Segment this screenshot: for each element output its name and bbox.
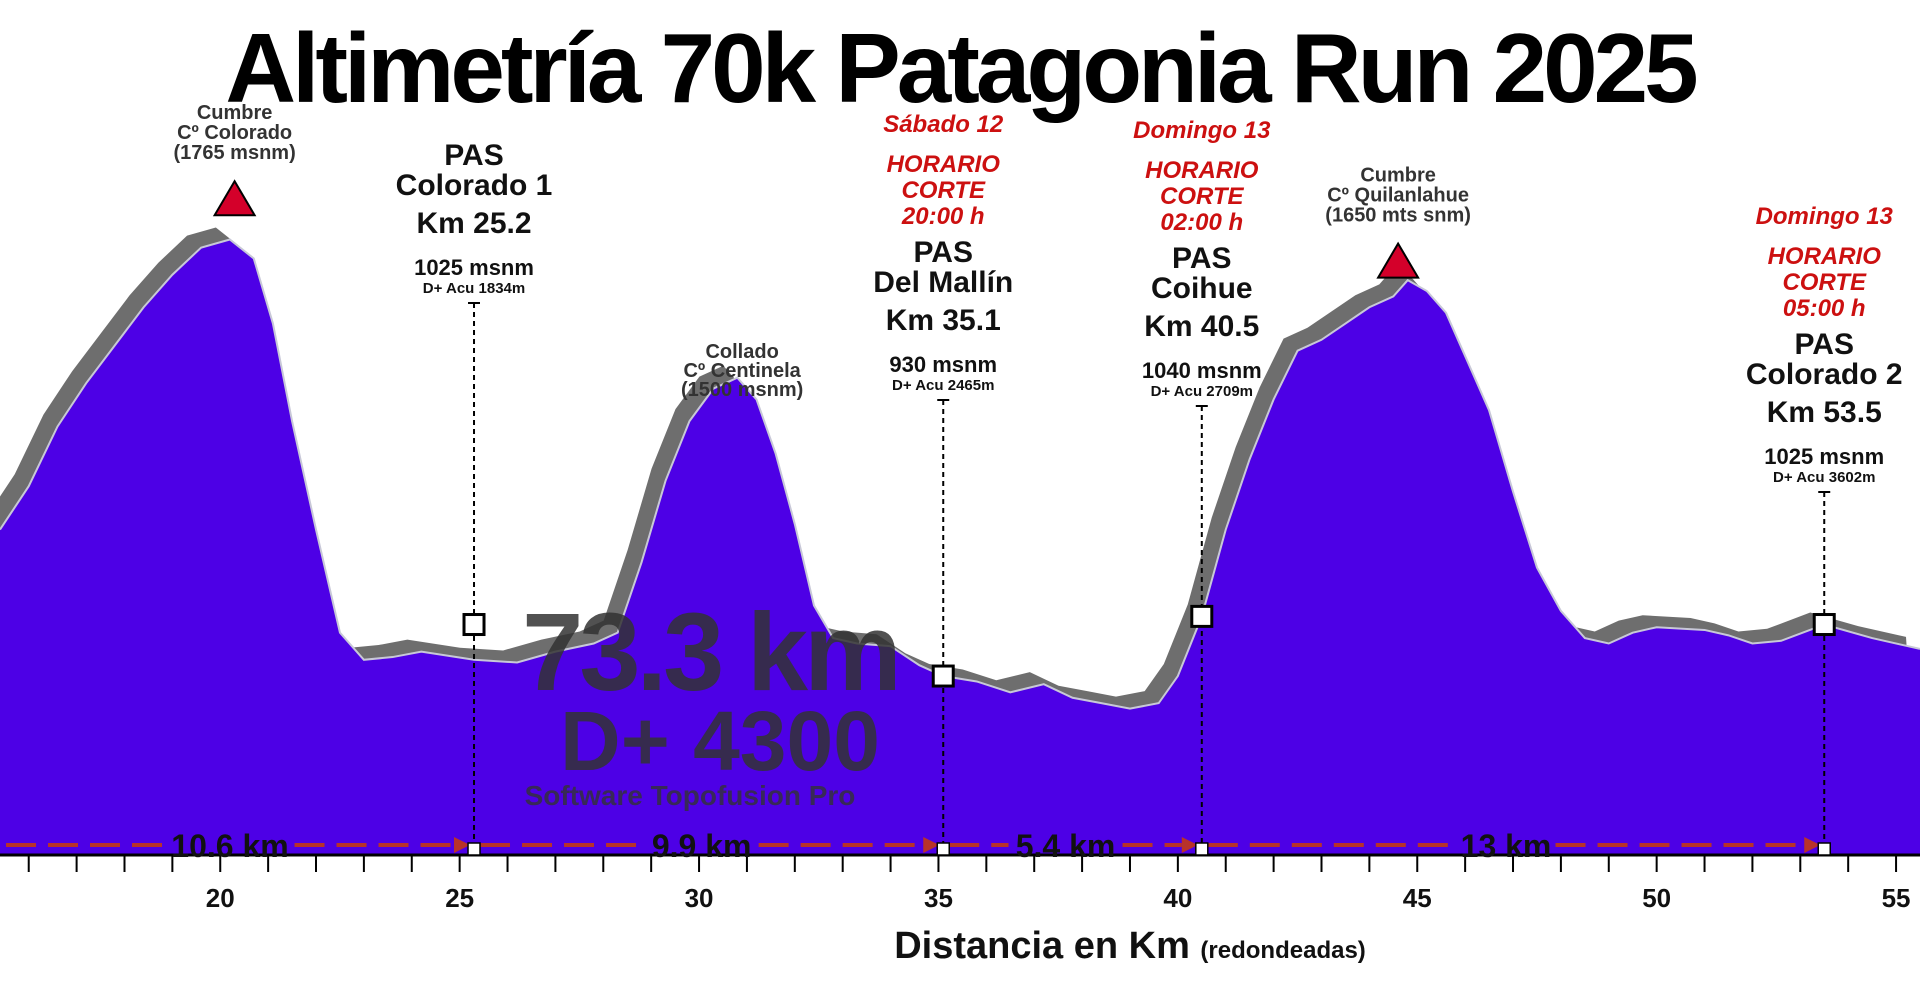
x-tick-label: 55 (1882, 883, 1911, 913)
aid-station-label: Km 53.5 (1767, 396, 1882, 429)
segment-arrowhead (454, 837, 471, 853)
peak-label: Cº Colorado (177, 122, 292, 144)
segment-distance-label: 5.4 km (1016, 828, 1116, 864)
segment-arrowhead (1804, 837, 1821, 853)
aid-station-base-marker (1817, 842, 1831, 856)
col-label: Cº Centinela (683, 360, 801, 382)
col-label: (1500 msnm) (681, 379, 803, 401)
cutoff-label: HORARIO (1768, 243, 1882, 270)
cutoff-label: 20:00 h (901, 203, 985, 230)
col-label: Collado (705, 341, 778, 363)
x-axis-label-main: Distancia en Km (894, 925, 1200, 967)
peak-label: Cumbre (1360, 165, 1436, 187)
cutoff-label: Domingo 13 (1133, 117, 1271, 144)
peak-triangle (212, 179, 257, 217)
aid-station-label: PAS (1795, 328, 1854, 361)
aid-station-base-marker (936, 842, 950, 856)
segment-distance-label: 10.6 km (171, 828, 288, 864)
aid-station-label: PAS (1172, 242, 1231, 275)
segment-arrowhead (1181, 837, 1198, 853)
aid-station-label: Colorado 2 (1746, 358, 1903, 391)
aid-station-label: Coihue (1151, 272, 1253, 305)
x-tick-label: 45 (1403, 883, 1432, 913)
peak-label: (1650 mts snm) (1325, 205, 1471, 227)
x-tick-label: 50 (1642, 883, 1671, 913)
cutoff-label: 05:00 h (1783, 295, 1866, 322)
summary-distance: 73.3 km (522, 591, 898, 714)
segment-arrowhead (923, 837, 940, 853)
aid-station-marker (462, 613, 486, 637)
aid-station-elevation: 1040 msnm (1142, 358, 1262, 383)
cutoff-label: CORTE (1160, 183, 1245, 210)
x-tick-label: 35 (924, 883, 953, 913)
aid-station-marker (931, 664, 955, 688)
summary-software: Software Topofusion Pro (525, 780, 856, 811)
aid-station-label: Km 35.1 (886, 304, 1001, 337)
aid-station-dplus: D+ Acu 1834m (423, 280, 525, 297)
chart-title: Altimetría 70k Patagonia Run 2025 (225, 13, 1698, 123)
cutoff-label: HORARIO (1145, 157, 1259, 184)
cutoff-label: 02:00 h (1160, 209, 1243, 236)
x-tick-label: 20 (206, 883, 235, 913)
aid-station-dplus: D+ Acu 2709m (1151, 383, 1253, 400)
cutoff-label: HORARIO (887, 151, 1001, 178)
aid-station-elevation: 1025 msnm (414, 255, 534, 280)
aid-station-label: Km 40.5 (1144, 310, 1259, 343)
cutoff-label: Domingo 13 (1756, 203, 1894, 230)
aid-station-base-marker (467, 842, 481, 856)
aid-station-elevation: 1025 msnm (1764, 444, 1884, 469)
x-tick-label: 30 (685, 883, 714, 913)
cutoff-label: Sábado 12 (883, 111, 1004, 138)
x-axis-label: Distancia en Km (redondeadas) (894, 925, 1366, 967)
aid-station-label: PAS (444, 139, 503, 172)
peak-label: Cumbre (197, 102, 273, 124)
x-axis-label-note: (redondeadas) (1200, 937, 1365, 964)
aid-station-label: Colorado 1 (396, 169, 553, 202)
cutoff-label: CORTE (1782, 269, 1867, 296)
summary-dplus: D+ 4300 (560, 694, 880, 788)
aid-station-dplus: D+ Acu 3602m (1773, 469, 1875, 486)
peak-triangle (1376, 241, 1420, 279)
aid-station-marker (1190, 604, 1214, 628)
aid-station-label: Del Mallín (873, 266, 1013, 299)
aid-station-elevation: 930 msnm (889, 352, 997, 377)
profile-line (0, 238, 1920, 710)
cutoff-label: CORTE (901, 177, 986, 204)
peak-label: (1765 msnm) (173, 142, 295, 164)
x-tick-label: 25 (445, 883, 474, 913)
segment-distance-label: 9.9 km (652, 828, 752, 864)
aid-station-dplus: D+ Acu 2465m (892, 377, 994, 394)
aid-station-label: PAS (914, 236, 973, 269)
segment-distance-label: 13 km (1461, 828, 1552, 864)
x-tick-label: 40 (1163, 883, 1192, 913)
peak-label: Cº Quilanlahue (1327, 185, 1469, 207)
aid-station-marker (1812, 613, 1836, 637)
profile-area (0, 239, 1920, 855)
aid-station-label: Km 25.2 (416, 207, 531, 240)
aid-station-base-marker (1195, 842, 1209, 856)
